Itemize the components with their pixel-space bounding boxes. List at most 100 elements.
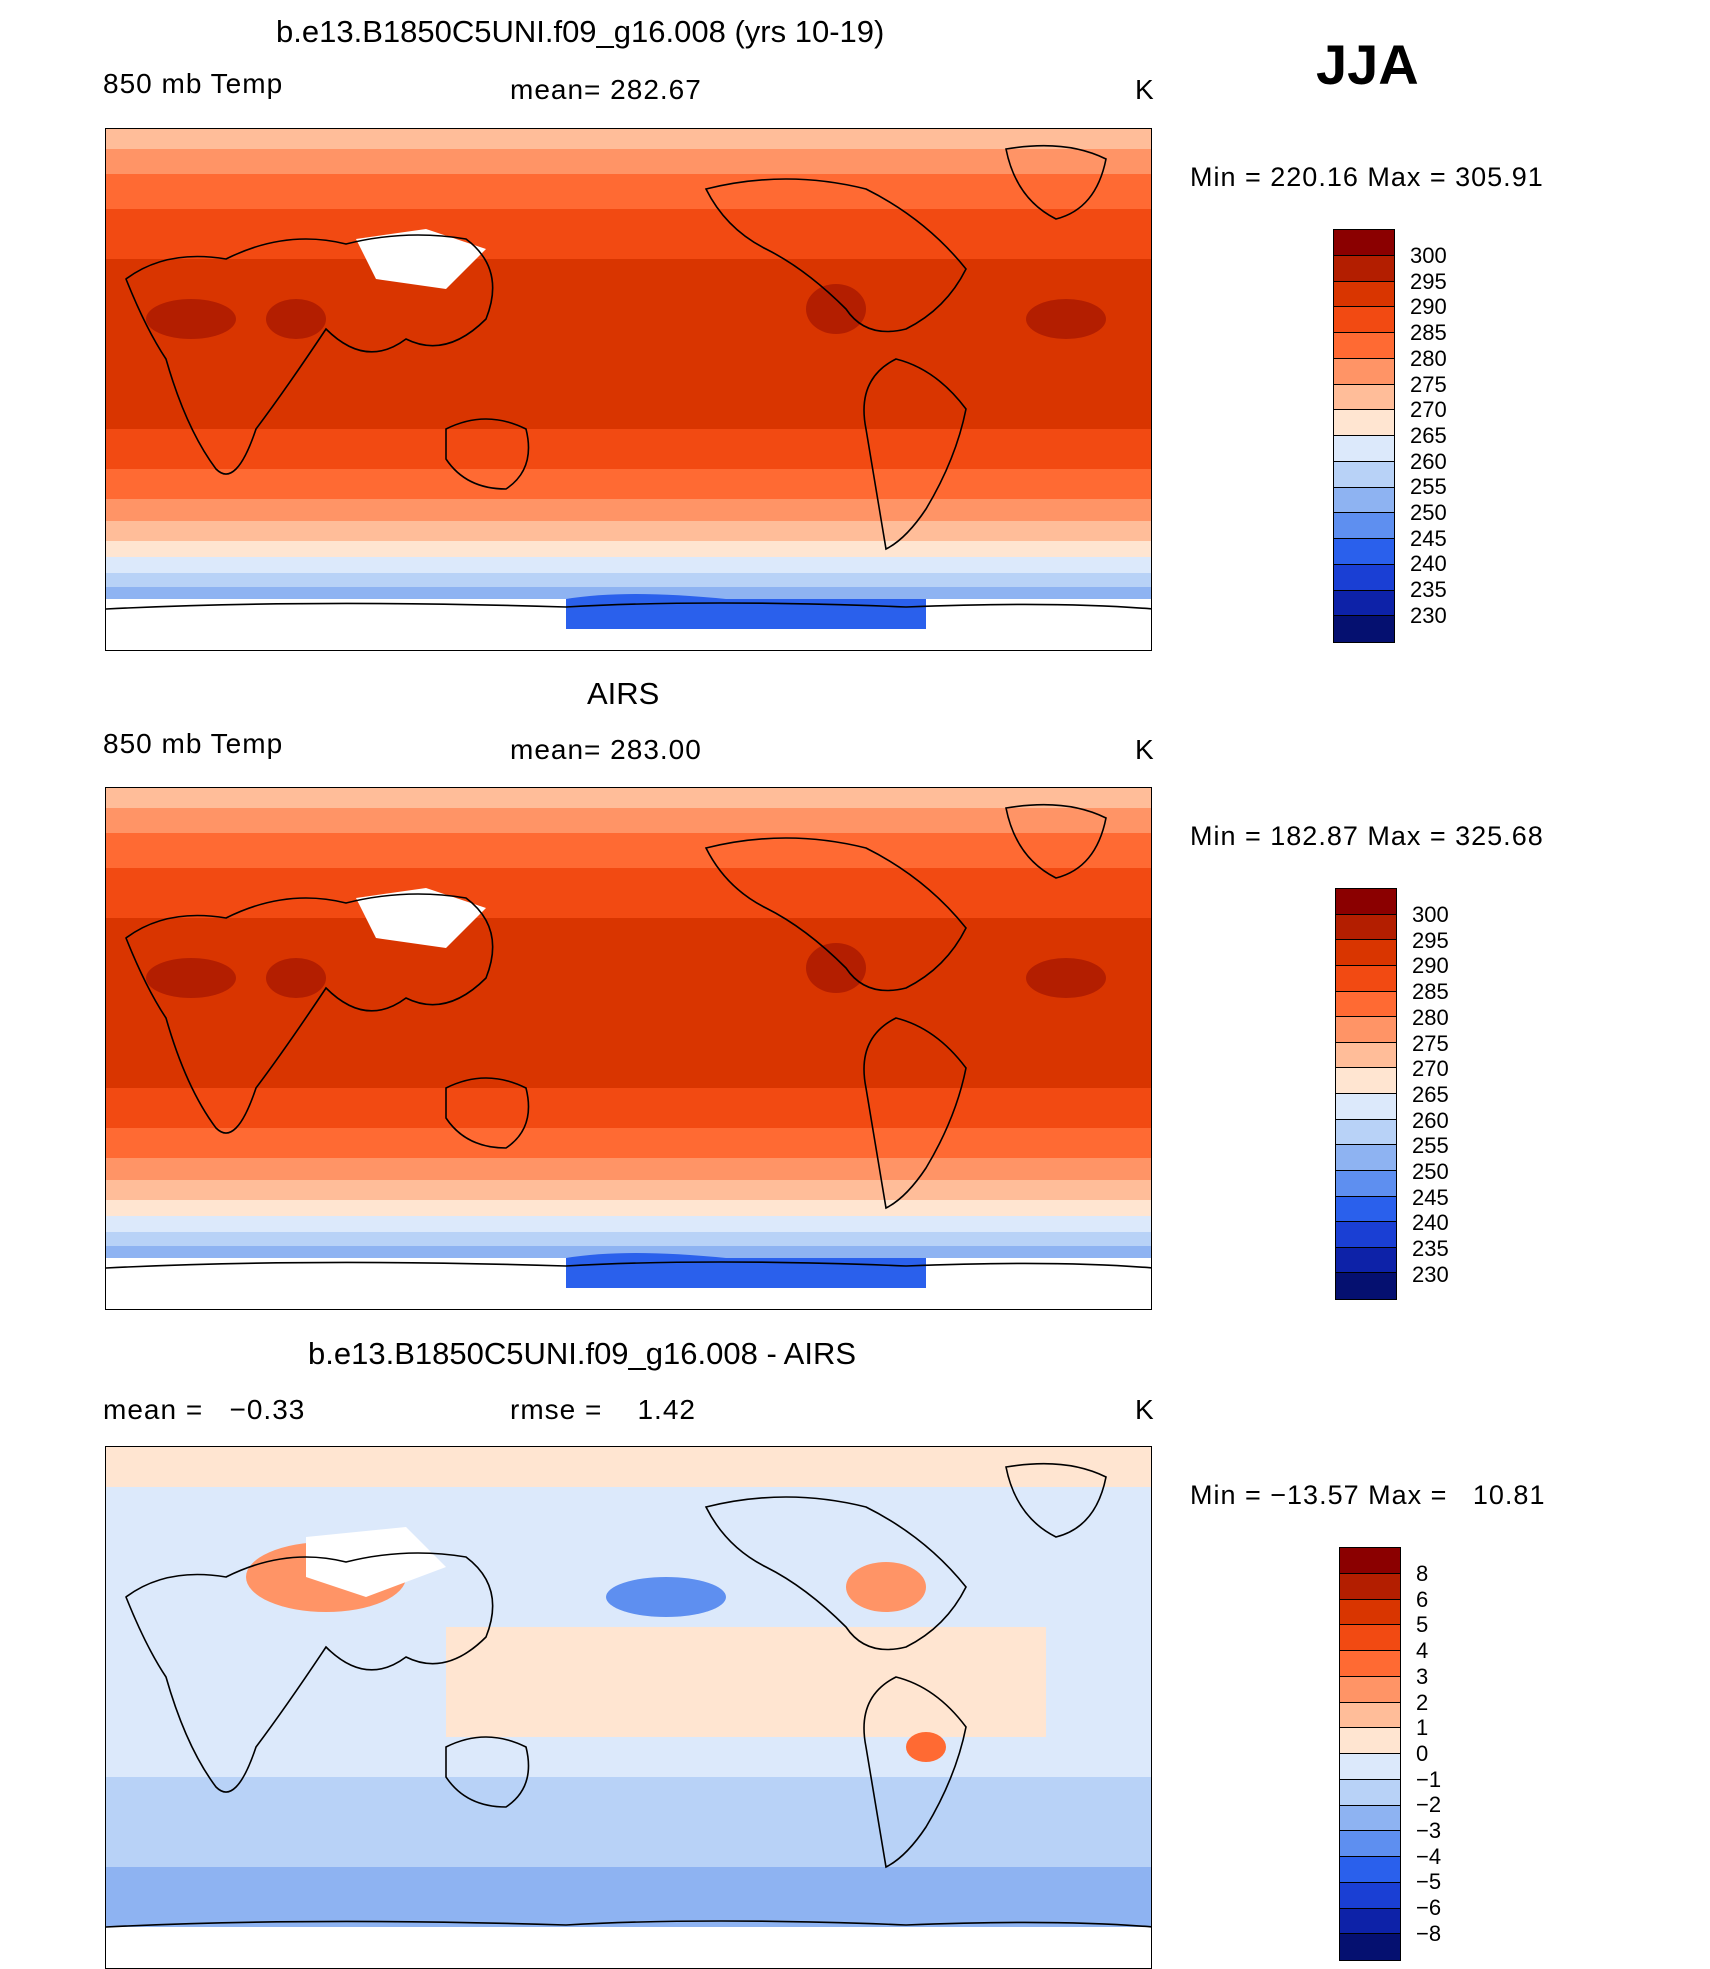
coastline [863, 358, 967, 551]
panel-3-contour-field [106, 1447, 1151, 1968]
panel-3-mean-label: mean = −0.33 [103, 1394, 306, 1425]
panel-1-colorbar-ticks: 300 295 290 285 280 275 270 265 260 255 250 245 240 2… [1410, 243, 1447, 629]
colorbar-tick-label: 300 [1412, 902, 1449, 927]
colorbar-swatch [1334, 307, 1394, 333]
warm-region [1026, 958, 1106, 998]
colorbar-swatch [1334, 616, 1394, 642]
colorbar-swatch [1340, 1882, 1400, 1909]
colorbar-swatch [1340, 1805, 1400, 1832]
panel-2-title: AIRS [587, 676, 660, 711]
panel-1-title: b.e13.B1850C5UNI.f09_g16.008 (yrs 10-19) [276, 14, 885, 49]
colorbar-tick-label: 240 [1412, 1210, 1449, 1236]
colorbar-tick-label: −4 [1416, 1843, 1442, 1869]
temperature-band [106, 521, 1151, 541]
coastline [704, 837, 967, 992]
colorbar-swatch [1340, 1754, 1400, 1780]
colorbar-swatch [1336, 889, 1396, 915]
colorbar-swatch [1334, 436, 1394, 462]
missing-data-region [356, 229, 486, 289]
temperature-band [106, 918, 1151, 1088]
colorbar-swatch [1336, 1196, 1396, 1223]
panel-3-map [105, 1446, 1152, 1969]
colorbar-swatch [1340, 1599, 1400, 1626]
colorbar-swatch [1336, 1119, 1396, 1146]
warm-region [806, 284, 866, 334]
temperature-band [106, 499, 1151, 521]
difference-band [106, 1777, 1151, 1867]
colorbar-swatch [1340, 1831, 1400, 1857]
panel-3-minmax: Min = −13.57 Max = 10.81 [1190, 1480, 1546, 1510]
colorbar-tick-label: −5 [1416, 1869, 1442, 1895]
coastline [445, 1736, 530, 1808]
temperature-band [106, 557, 1151, 573]
difference-anomaly [846, 1562, 926, 1612]
colorbar-tick-label: 4 [1416, 1638, 1429, 1664]
colorbar-swatch [1334, 590, 1394, 617]
colorbar-tick-label: 255 [1412, 1133, 1449, 1159]
colorbar-tick-label: 240 [1410, 551, 1447, 577]
temperature-band [106, 868, 1151, 918]
panel-2-minmax: Min = 182.87 Max = 325.68 [1190, 821, 1544, 851]
colorbar-swatch [1334, 410, 1394, 436]
panel-1-variable-label: 850 mb Temp [103, 68, 284, 99]
temperature-band [106, 788, 1151, 808]
colorbar-swatch [1336, 940, 1396, 966]
season-label: JJA [1316, 33, 1419, 96]
panel-2-variable-label: 850 mb Temp [103, 728, 284, 759]
temperature-band [106, 429, 1151, 469]
temperature-band [106, 1128, 1151, 1158]
colorbar-swatch [1336, 991, 1396, 1018]
colorbar-swatch [1336, 1170, 1396, 1197]
coastline [445, 418, 530, 490]
colorbar-swatch [1340, 1651, 1400, 1677]
difference-anomaly [606, 1577, 726, 1617]
cold-region [566, 1253, 926, 1288]
coastline [1005, 144, 1107, 220]
coastline [106, 602, 1151, 610]
colorbar-tick-label: 260 [1410, 448, 1447, 474]
colorbar-tick-label: 6 [1416, 1586, 1429, 1612]
colorbar-tick-label: 0 [1416, 1740, 1429, 1766]
difference-band [106, 1447, 1151, 1487]
coastline [125, 893, 494, 1134]
missing-data-region [106, 1927, 1151, 1968]
colorbar-tick-label: 270 [1410, 397, 1447, 423]
colorbar-tick-label: 230 [1412, 1261, 1449, 1287]
temperature-band [106, 1232, 1151, 1246]
panel-1-units: K [1135, 74, 1155, 105]
colorbar-tick-label: 245 [1412, 1184, 1449, 1210]
coastline [125, 234, 494, 475]
colorbar-tick-label: 280 [1410, 345, 1447, 371]
panel-2-map [105, 787, 1152, 1310]
difference-band [446, 1627, 1046, 1737]
colorbar-tick-label: 245 [1410, 525, 1447, 551]
colorbar-swatch [1334, 333, 1394, 359]
colorbar-swatch [1334, 255, 1394, 282]
colorbar-swatch [1336, 914, 1396, 941]
temperature-band [106, 259, 1151, 429]
colorbar-swatch [1340, 1934, 1400, 1960]
colorbar-swatch [1336, 1247, 1396, 1274]
panel-2-colorbar-ticks: 300 295 290 285 280 275 270 265 260 255 250 245 240 2… [1412, 902, 1449, 1288]
colorbar-tick-label: 230 [1410, 602, 1447, 628]
colorbar-tick-label: 250 [1412, 1159, 1449, 1185]
warm-region [266, 958, 326, 998]
temperature-band [106, 833, 1151, 868]
temperature-band [106, 1158, 1151, 1180]
panel-2-units: K [1135, 734, 1155, 765]
temperature-band [106, 1216, 1151, 1232]
temperature-band [106, 1088, 1151, 1128]
temperature-band [106, 541, 1151, 557]
colorbar-tick-label: 250 [1410, 500, 1447, 526]
difference-anomaly [906, 1732, 946, 1762]
colorbar-tick-label: 285 [1410, 320, 1447, 346]
colorbar-swatch [1340, 1779, 1400, 1806]
colorbar-swatch [1340, 1573, 1400, 1600]
panel-3-rmse-label: rmse = 1.42 [510, 1394, 696, 1425]
colorbar-tick-label: 260 [1412, 1107, 1449, 1133]
colorbar-tick-label: −3 [1416, 1818, 1442, 1844]
colorbar-swatch [1334, 487, 1394, 514]
temperature-band [106, 1200, 1151, 1216]
panel-1-minmax: Min = 220.16 Max = 305.91 [1190, 162, 1544, 192]
colorbar-tick-label: 265 [1410, 422, 1447, 448]
